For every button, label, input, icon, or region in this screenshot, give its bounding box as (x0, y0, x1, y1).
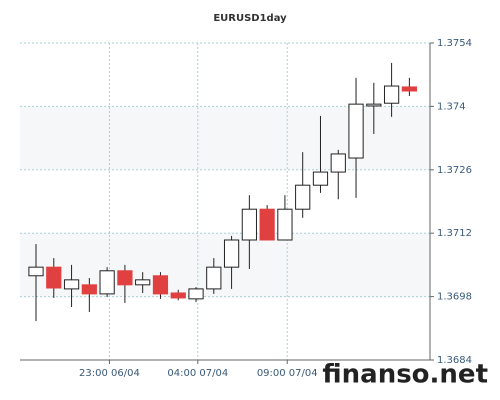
x-tick-label: 23:00 06/04 (79, 368, 140, 379)
candle-body (259, 208, 275, 241)
candle-body (135, 279, 151, 286)
candle-body (46, 266, 62, 289)
candle-body (366, 103, 382, 107)
y-tick-label: 1.3754 (437, 38, 472, 49)
candle-body (383, 85, 400, 104)
candle-body (241, 208, 257, 241)
candle-body (348, 103, 364, 159)
candle-body (330, 153, 346, 173)
candle-body (206, 266, 222, 290)
candle-body (152, 275, 169, 295)
watermark: finanso.net (322, 360, 488, 390)
y-tick-label: 1.3712 (437, 228, 472, 239)
candle-body (312, 171, 329, 186)
candle-body (117, 270, 133, 286)
candle-body (277, 208, 293, 241)
candle-body (223, 239, 240, 268)
candle-body (170, 292, 186, 299)
candle-body (99, 270, 115, 295)
y-tick-label: 1.374 (437, 101, 466, 112)
candle-body (401, 86, 417, 92)
plot-area (20, 43, 430, 360)
y-tick-label: 1.3726 (437, 165, 472, 176)
candle-body (81, 284, 97, 295)
candle-body (295, 184, 311, 210)
chart-title: EURUSD1day (213, 13, 287, 24)
candle-body (188, 288, 204, 300)
x-tick-label: 04:00 07/04 (167, 368, 228, 379)
x-tick-label: 09:00 07/04 (257, 368, 318, 379)
grid-band (20, 106, 430, 170)
y-tick-label: 1.3698 (437, 292, 472, 303)
candle-body (28, 266, 44, 277)
candle-body (63, 279, 80, 290)
y-tick-label: 1.3684 (437, 355, 472, 366)
